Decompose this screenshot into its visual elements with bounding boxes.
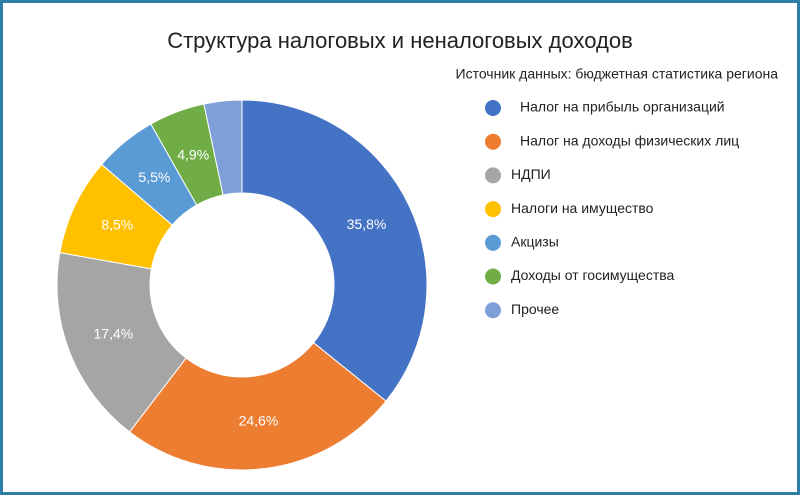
legend-marker: [485, 268, 501, 285]
donut-slice: [241, 99, 428, 402]
legend-marker: [485, 133, 501, 150]
legend-label: Налоги на имущество: [511, 200, 654, 216]
legend-label: Прочее: [511, 301, 559, 317]
data-label: 5,5%: [138, 169, 170, 185]
legend-label: Доходы от госимущества: [511, 267, 675, 283]
legend-marker: [485, 302, 501, 319]
legend-marker: [485, 201, 501, 218]
data-label: 4,9%: [177, 147, 209, 163]
donut-slice: [203, 99, 243, 196]
data-label: 35,8%: [347, 216, 387, 232]
legend-label: Налог на доходы физических лиц: [520, 132, 739, 148]
data-label: 24,6%: [239, 413, 279, 429]
data-label: 8,5%: [101, 217, 133, 233]
donut-slice: [128, 342, 387, 471]
legend-marker: [485, 234, 501, 251]
data-label: 17,4%: [94, 326, 134, 342]
legend-marker: [485, 100, 501, 116]
legend-label: Акцизы: [511, 234, 559, 250]
chart-title: Структура налоговых и неналоговых доходо…: [167, 28, 633, 53]
legend-label: НДПИ: [511, 166, 551, 182]
chart-subtitle: Источник данных: бюджетная статистика ре…: [456, 66, 779, 82]
legend-label: Налог на прибыль организаций: [520, 99, 725, 115]
donut-slice: [56, 252, 187, 433]
legend-marker: [485, 167, 501, 184]
